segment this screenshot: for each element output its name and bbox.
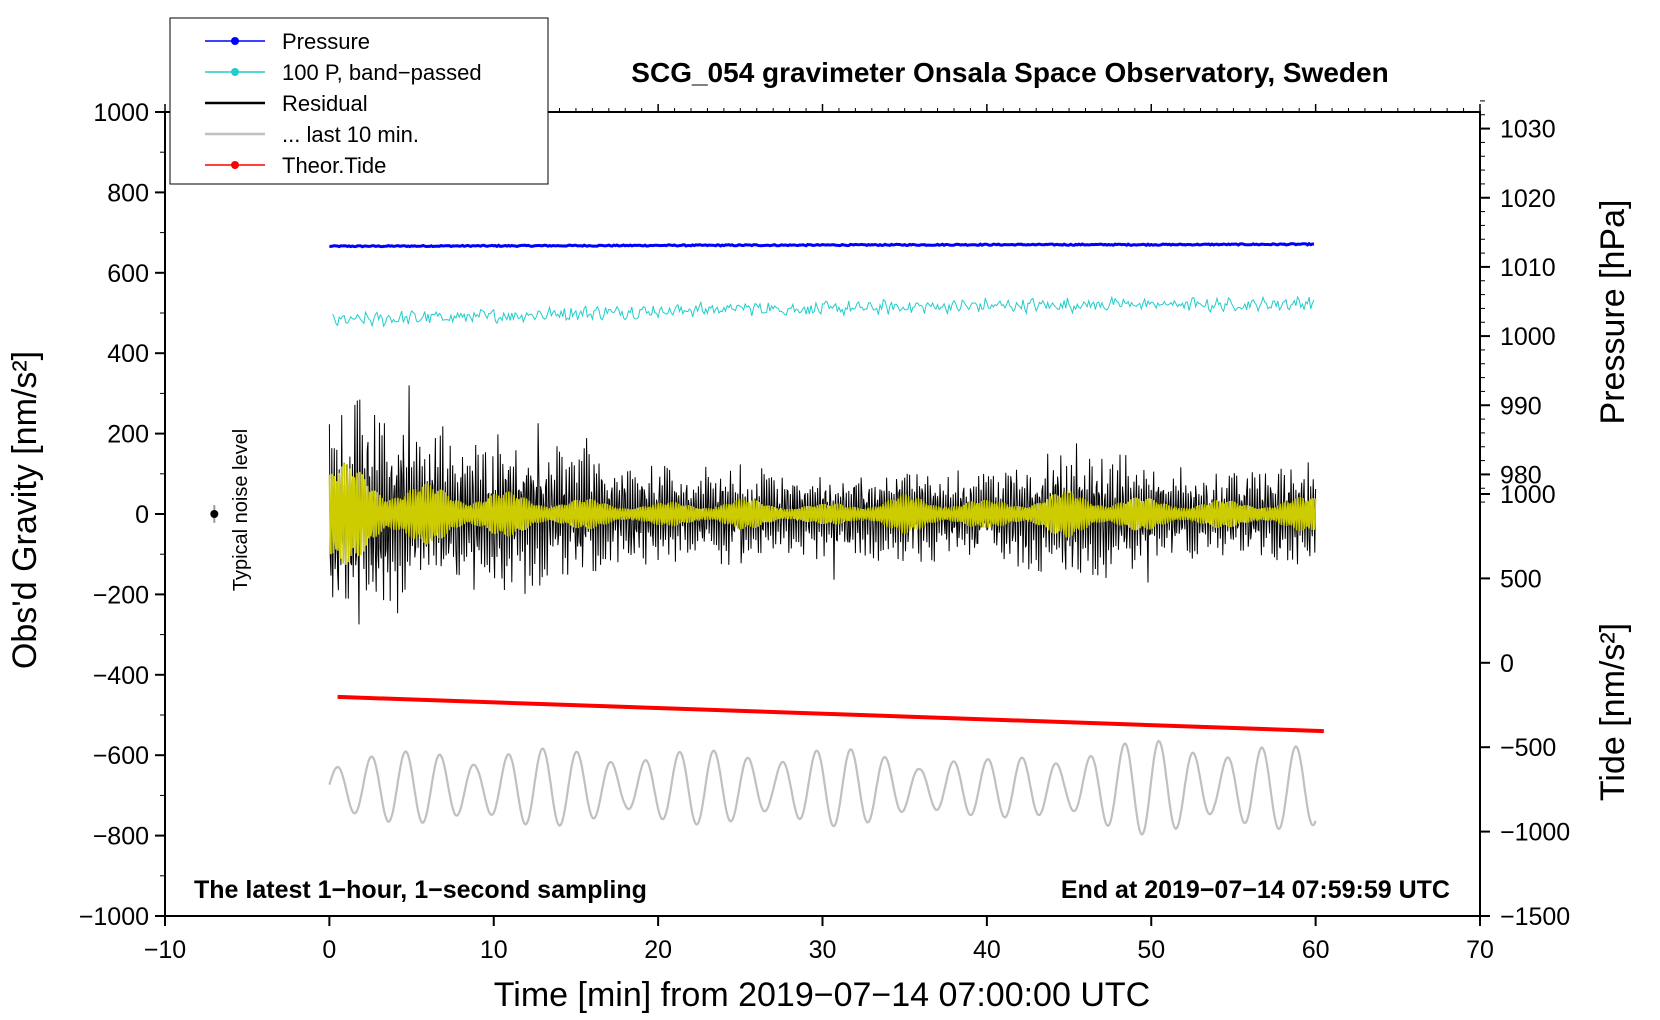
- legend-label: 100 P, band−passed: [282, 60, 482, 85]
- y-tick-label-pressure: 1010: [1500, 254, 1556, 282]
- y-tick-label-left: −1000: [79, 903, 149, 931]
- legend-swatch-dot: [231, 68, 239, 76]
- series-residual-band: [328, 463, 1317, 565]
- series-layer: [328, 241, 1324, 836]
- x-tick-label: 60: [1302, 936, 1330, 964]
- legend: Pressure 100 P, band−passed Residual ... la…: [169, 17, 549, 185]
- legend-item: Pressure: [205, 29, 370, 54]
- noise-label: Typical noise level: [230, 429, 252, 591]
- ticks-layer: −10 0 10 20 30 40 50 60 7010008006004002000−200−…: [79, 99, 1570, 964]
- y-tick-label-tide: 0: [1500, 650, 1514, 678]
- y-tick-label-left: 1000: [93, 99, 149, 127]
- legend-label: Pressure: [282, 29, 370, 54]
- chart-title: SCG_054 gravimeter Onsala Space Observat…: [631, 57, 1388, 88]
- legend-item: 100 P, band−passed: [205, 60, 482, 85]
- x-tick-label: 50: [1137, 936, 1165, 964]
- annotation-sampling: The latest 1−hour, 1−second sampling: [194, 876, 647, 904]
- legend-label: Theor.Tide: [282, 153, 386, 178]
- legend-label: ... last 10 min.: [282, 122, 419, 147]
- series-theoretical-tide: [337, 694, 1324, 734]
- y-tick-label-left: −600: [93, 742, 149, 770]
- y-axis-label-pressure: Pressure [hPa]: [1594, 200, 1632, 425]
- series-last-10-min: [328, 739, 1317, 836]
- x-axis-label: Time [min] from 2019−07−14 07:00:00 UTC: [494, 976, 1150, 1014]
- y-tick-label-tide: 500: [1500, 565, 1542, 593]
- x-tick-label: −10: [144, 936, 186, 964]
- y-tick-label-left: 800: [107, 179, 149, 207]
- legend-label: Residual: [282, 91, 368, 116]
- y-tick-label-pressure: 1020: [1500, 185, 1556, 213]
- legend-item: Residual: [205, 91, 368, 116]
- y-tick-label-left: −800: [93, 823, 149, 851]
- legend-item: Theor.Tide: [205, 153, 386, 178]
- y-tick-label-pressure: 1030: [1500, 116, 1556, 144]
- y-tick-label-tide: −1000: [1500, 819, 1570, 847]
- y-tick-label-tide: 1000: [1500, 481, 1556, 509]
- series-residual: [328, 385, 1317, 625]
- x-tick-label: 10: [480, 936, 508, 964]
- y-tick-label-left: 200: [107, 421, 149, 449]
- x-tick-label: 40: [973, 936, 1001, 964]
- y-tick-label-pressure: 990: [1500, 392, 1542, 420]
- legend-box: [169, 17, 549, 185]
- y-tick-label-pressure: 980: [1500, 461, 1542, 489]
- x-tick-label: 0: [322, 936, 336, 964]
- x-tick-label: 70: [1466, 936, 1494, 964]
- series-band-passed-pressure: [332, 295, 1315, 328]
- legend-swatch-dot: [231, 161, 239, 169]
- y-axis-label-tide: Tide [nm/s²]: [1594, 623, 1632, 801]
- y-tick-label-left: −400: [93, 662, 149, 690]
- annotation-end-time: End at 2019−07−14 07:59:59 UTC: [1061, 876, 1450, 904]
- legend-item: ... last 10 min.: [205, 122, 419, 147]
- y-tick-label-left: 400: [107, 340, 149, 368]
- y-axis-label-left: Obs'd Gravity [nm/s²]: [6, 351, 44, 669]
- noise-marker-dot: [210, 510, 219, 518]
- legend-swatch-dot: [231, 37, 239, 45]
- noise-marker-group: Typical noise level: [210, 429, 252, 591]
- y-tick-label-tide: −1500: [1500, 903, 1570, 931]
- y-tick-label-tide: −500: [1500, 734, 1556, 762]
- series-pressure: [329, 241, 1315, 249]
- x-tick-label: 20: [644, 936, 672, 964]
- y-tick-label-left: −200: [93, 581, 149, 609]
- y-tick-label-left: 0: [135, 501, 149, 529]
- x-tick-label: 30: [809, 936, 837, 964]
- y-tick-label-pressure: 1000: [1500, 323, 1556, 351]
- y-tick-label-left: 600: [107, 260, 149, 288]
